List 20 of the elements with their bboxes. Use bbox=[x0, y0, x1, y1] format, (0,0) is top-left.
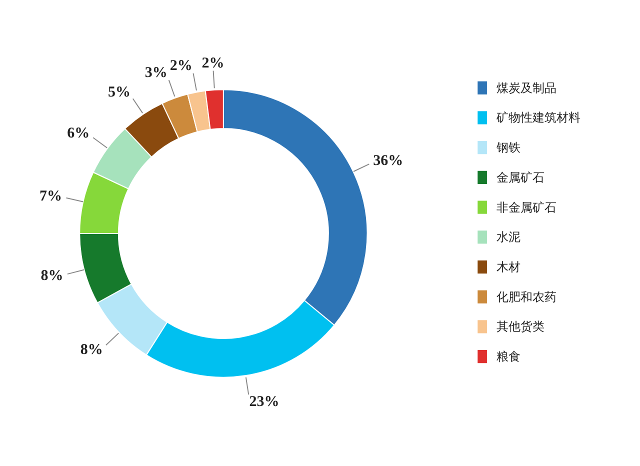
legend-label: 化肥和农药 bbox=[496, 290, 557, 304]
data-label: 3% bbox=[144, 65, 168, 82]
data-label: 2% bbox=[170, 58, 192, 74]
data-label: 5% bbox=[108, 84, 130, 101]
legend-label: 其他货类 bbox=[496, 320, 545, 334]
legend-label: 木材 bbox=[496, 260, 521, 274]
legend-label: 矿物性建筑材料 bbox=[496, 110, 581, 125]
legend-label: 煤炭及制品 bbox=[496, 80, 557, 95]
data-label: 8% bbox=[40, 268, 64, 284]
legend-label: 粮食 bbox=[496, 350, 521, 364]
data-label: 23% bbox=[249, 394, 280, 410]
data-label: 7% bbox=[40, 188, 62, 204]
data-label: 36% bbox=[373, 152, 404, 169]
legend-label: 金属矿石 bbox=[496, 170, 545, 184]
data-label: 6% bbox=[67, 125, 90, 142]
legend-label: 非金属矿石 bbox=[496, 200, 557, 214]
legend-label: 钢铁 bbox=[496, 140, 521, 155]
data-label: 2% bbox=[202, 55, 224, 72]
legend-label: 水泥 bbox=[496, 230, 521, 244]
data-label: 8% bbox=[80, 342, 103, 358]
